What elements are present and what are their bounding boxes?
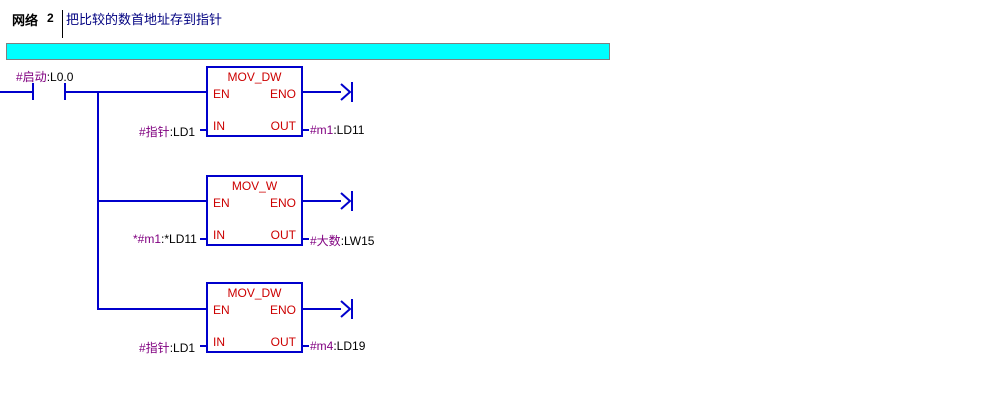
stub-out-2 <box>303 238 309 240</box>
block-title-3: MOV_DW <box>227 286 282 300</box>
pin-eno-1: ENO <box>269 87 296 101</box>
pin-in-3: IN <box>213 335 225 349</box>
branch-wire-to-block3 <box>97 308 206 310</box>
pin-out-3: OUT <box>270 335 296 349</box>
operand-in-address-3: :LD1 <box>169 341 196 355</box>
network-header[interactable]: 网络 2 把比较的数首地址存到指针 <box>0 0 985 40</box>
block-title-1: MOV_DW <box>227 70 282 84</box>
network-comment[interactable]: 把比较的数首地址存到指针 <box>66 12 223 27</box>
operand-out-3[interactable]: #m4:LD19 <box>310 339 365 353</box>
function-block-mov-dw-1[interactable]: MOV_DW EN ENO IN OUT <box>206 66 303 137</box>
pin-in-1: IN <box>213 119 225 133</box>
operand-out-address-1: :LD11 <box>333 123 365 137</box>
stub-out-3 <box>303 345 309 347</box>
contact-bar-left <box>32 83 34 100</box>
stub-in-3 <box>200 345 206 347</box>
operand-in-address-2: :*LD11 <box>161 232 197 246</box>
text-caret <box>62 10 63 38</box>
operand-in-1[interactable]: #指针:LD1 <box>139 123 195 140</box>
function-block-mov-w-2[interactable]: MOV_W EN ENO IN OUT <box>206 175 303 246</box>
operand-in-2[interactable]: *#m1:*LD11 <box>133 232 197 246</box>
pin-out-2: OUT <box>270 228 296 242</box>
operand-out-symbol-1: #m1 <box>310 123 334 137</box>
operand-out-symbol-3: #m4 <box>310 339 334 353</box>
operand-in-symbol-1: #指针 <box>139 125 170 139</box>
block-title-2: MOV_W <box>231 179 278 193</box>
rung-wire-left-start <box>0 91 32 93</box>
eno-wire-3 <box>303 308 341 310</box>
operand-in-symbol-2: *#m1 <box>133 232 162 246</box>
eno-wire-1 <box>303 91 341 93</box>
operand-in-address-1: :LD1 <box>169 125 196 139</box>
operand-out-1[interactable]: #m1:LD11 <box>310 123 364 137</box>
contact-symbol: #启动 <box>16 70 47 84</box>
pin-eno-2: ENO <box>269 196 296 210</box>
operand-out-2[interactable]: #大数:LW15 <box>310 232 374 249</box>
eno-arrow-1 <box>338 81 356 103</box>
operand-in-3[interactable]: #指针:LD1 <box>139 339 195 356</box>
pin-en-2: EN <box>213 196 230 210</box>
rung-wire-to-block1 <box>64 91 206 93</box>
function-block-mov-dw-3[interactable]: MOV_DW EN ENO IN OUT <box>206 282 303 353</box>
pin-in-2: IN <box>213 228 225 242</box>
operand-out-symbol-2: #大数 <box>310 234 341 248</box>
operand-out-address-3: :LD19 <box>333 339 366 353</box>
network-number: 2 <box>47 11 54 25</box>
stub-in-2 <box>200 238 206 240</box>
eno-arrow-3 <box>338 298 356 320</box>
stub-in-1 <box>200 129 206 131</box>
operand-out-address-2: :LW15 <box>340 234 375 248</box>
network-title-label: 网络 <box>12 13 39 28</box>
pin-en-3: EN <box>213 303 230 317</box>
operand-in-symbol-3: #指针 <box>139 341 170 355</box>
eno-arrow-2 <box>338 190 356 212</box>
network-selection-bar[interactable] <box>6 43 610 60</box>
stub-out-1 <box>303 129 309 131</box>
contact-address: :L0.0 <box>46 70 74 84</box>
contact-label-start: #启动:L0.0 <box>16 68 73 85</box>
eno-wire-2 <box>303 200 341 202</box>
pin-en-1: EN <box>213 87 230 101</box>
pin-eno-3: ENO <box>269 303 296 317</box>
pin-out-1: OUT <box>270 119 296 133</box>
branch-wire-to-block2 <box>97 200 206 202</box>
